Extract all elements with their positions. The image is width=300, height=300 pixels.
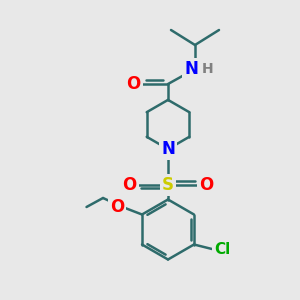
Text: N: N <box>184 60 198 78</box>
Text: O: O <box>199 176 214 194</box>
Text: H: H <box>202 62 213 76</box>
Text: N: N <box>161 140 175 158</box>
Text: O: O <box>126 75 141 93</box>
Text: O: O <box>122 176 137 194</box>
Text: O: O <box>110 198 124 216</box>
Text: Cl: Cl <box>214 242 231 256</box>
Text: S: S <box>162 176 174 194</box>
